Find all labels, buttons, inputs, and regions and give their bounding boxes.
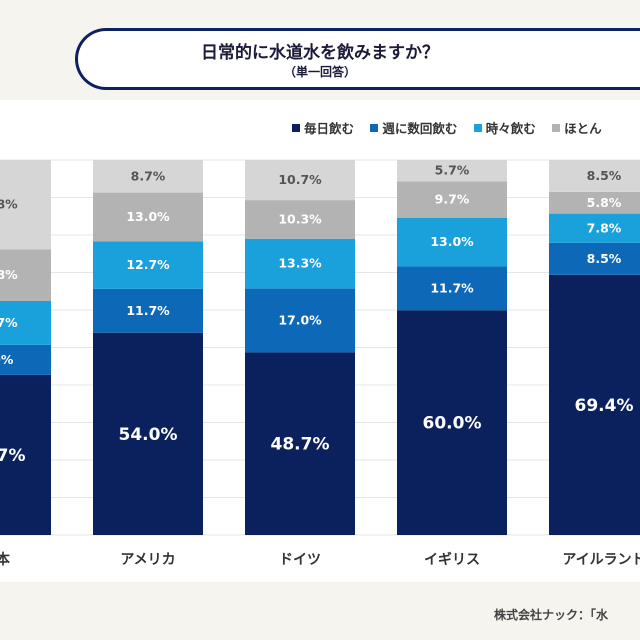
bar-segment <box>397 181 507 218</box>
legend-swatch <box>552 123 561 132</box>
data-label: 13.0% <box>126 209 170 224</box>
legend-swatch <box>292 123 300 132</box>
data-label: 11.7% <box>126 303 170 318</box>
category-label: アイルランド <box>562 552 640 568</box>
bar-segment <box>245 160 355 201</box>
data-label: 23.8% <box>0 197 18 212</box>
data-label: 17.0% <box>278 313 322 328</box>
bar-segment <box>397 160 507 182</box>
bar-segment <box>0 249 51 301</box>
data-label: 69.4% <box>575 396 634 416</box>
data-label: 9.7% <box>435 192 470 207</box>
data-label: 54.0% <box>119 425 178 445</box>
bar-segment <box>397 266 507 311</box>
bar-segment <box>397 310 507 535</box>
legend-item: 毎日飲む <box>292 118 354 137</box>
bar-segment <box>549 191 640 214</box>
legend-label: 時々飲む <box>485 121 536 136</box>
data-label: 5.8% <box>587 195 622 210</box>
data-label: 8.7% <box>131 168 166 183</box>
data-label: 11.7% <box>430 280 474 295</box>
data-label: 12.7% <box>126 257 170 272</box>
bar-segment <box>245 238 355 289</box>
legend-item: 週に数回飲む <box>370 118 457 137</box>
category-label: 日本 <box>0 551 11 568</box>
bar-segment <box>93 288 203 333</box>
category-label: イギリス <box>424 551 480 568</box>
legend-item: ほとん <box>552 118 602 137</box>
legend-swatch <box>370 123 379 132</box>
bar-segment <box>549 213 640 243</box>
legend-label: 週に数回飲む <box>382 121 458 136</box>
data-label: 5.7% <box>435 163 470 178</box>
bar-segment <box>245 200 355 239</box>
legend-label: 毎日飲む <box>304 121 355 136</box>
data-label: 13.8% <box>0 267 18 282</box>
bar-segment <box>245 288 355 353</box>
data-label: 13.0% <box>430 234 474 249</box>
category-label: ドイツ <box>279 552 321 568</box>
legend-swatch <box>473 123 482 132</box>
data-label: 60.0% <box>423 414 482 434</box>
chart-title: 日常的に水道水を飲みますか？ <box>201 43 439 63</box>
source-note: 株式会社ナック：「水 <box>494 608 609 622</box>
data-label: 10.7% <box>278 172 322 187</box>
bar-segment <box>397 217 507 267</box>
bar-segment <box>549 160 640 192</box>
legend-item: 時々飲む <box>473 118 536 137</box>
legend-label: ほとん <box>564 121 602 136</box>
bar-segment <box>93 160 203 193</box>
data-label: 48.7% <box>271 435 330 455</box>
data-label: 42.7% <box>0 446 25 466</box>
bar-segment <box>93 332 203 535</box>
data-label: 8.0% <box>0 352 14 367</box>
bar-segment <box>0 374 51 535</box>
data-label: 8.5% <box>587 251 622 266</box>
legend: 毎日飲む 週に数回飲む 時々飲む ほとん <box>292 118 602 137</box>
bar-segment <box>549 242 640 275</box>
data-label: 7.8% <box>587 220 622 235</box>
bar-segment <box>245 352 355 535</box>
data-label: 10.3% <box>278 211 322 226</box>
bar-segment <box>0 160 51 250</box>
category-label: アメリカ <box>120 552 175 568</box>
bar-segment <box>549 274 640 535</box>
bar-segment <box>93 241 203 289</box>
bar-segment <box>0 301 51 345</box>
data-label: 11.7% <box>0 315 18 330</box>
data-label: 8.5% <box>587 168 622 183</box>
chart-subtitle: （単一回答） <box>283 65 356 79</box>
bar-segment <box>0 344 51 375</box>
data-label: 13.3% <box>278 256 322 271</box>
bar-segment <box>93 192 203 242</box>
title-box <box>75 28 640 90</box>
